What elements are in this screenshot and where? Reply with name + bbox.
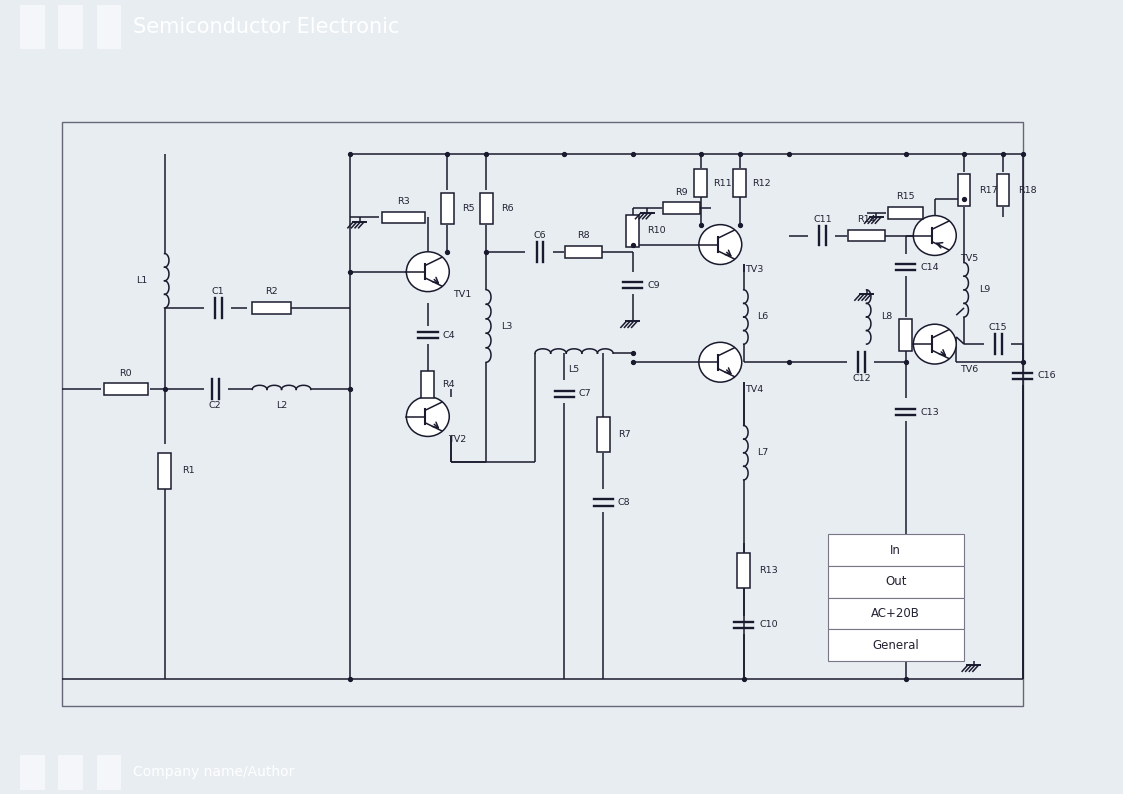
Text: L1: L1: [136, 276, 147, 285]
Text: L7: L7: [757, 449, 768, 457]
Text: R7: R7: [618, 430, 630, 439]
Text: L6: L6: [757, 313, 768, 322]
Text: R11: R11: [713, 179, 732, 187]
Text: R18: R18: [1017, 186, 1037, 195]
Bar: [733, 168, 746, 198]
Text: Semiconductor Electronic: Semiconductor Electronic: [133, 17, 399, 37]
Text: L3: L3: [501, 322, 512, 330]
Text: R1: R1: [182, 466, 194, 476]
Text: C4: C4: [442, 330, 455, 340]
Bar: [20, 754, 45, 789]
Text: R0: R0: [119, 368, 131, 378]
Circle shape: [407, 397, 449, 437]
Bar: [738, 553, 750, 588]
Text: L5: L5: [568, 365, 579, 374]
Text: R6: R6: [501, 204, 513, 213]
Text: C6: C6: [533, 231, 546, 240]
Bar: [848, 229, 885, 241]
Text: AC+20B: AC+20B: [871, 607, 920, 620]
Text: C2: C2: [209, 401, 221, 410]
Text: R16: R16: [920, 330, 939, 340]
Text: Company name/Author: Company name/Author: [133, 765, 294, 779]
Text: C11: C11: [813, 214, 832, 224]
Bar: [58, 754, 83, 789]
Text: TV2: TV2: [448, 434, 466, 444]
Bar: [828, 629, 964, 661]
Bar: [663, 202, 700, 214]
Circle shape: [913, 216, 957, 256]
Text: R14: R14: [857, 214, 876, 224]
Text: C8: C8: [618, 498, 630, 507]
Bar: [20, 6, 45, 48]
Text: R3: R3: [398, 197, 410, 206]
Bar: [828, 598, 964, 629]
Bar: [97, 754, 121, 789]
Bar: [565, 246, 602, 258]
Text: R13: R13: [759, 566, 778, 575]
Text: R8: R8: [577, 231, 590, 240]
Bar: [441, 192, 454, 224]
Bar: [828, 534, 964, 566]
Bar: [597, 418, 610, 452]
Text: R10: R10: [647, 226, 666, 236]
Bar: [253, 302, 291, 314]
Bar: [382, 211, 426, 223]
Text: R17: R17: [978, 186, 997, 195]
Bar: [900, 319, 912, 351]
Text: R12: R12: [752, 179, 772, 187]
Bar: [103, 384, 147, 395]
Bar: [627, 215, 639, 247]
Bar: [421, 372, 435, 399]
Text: R15: R15: [896, 192, 915, 201]
Text: C12: C12: [852, 374, 871, 383]
Bar: [158, 453, 171, 489]
Text: C1: C1: [212, 287, 225, 296]
Circle shape: [407, 252, 449, 291]
Text: TV3: TV3: [746, 265, 764, 275]
Bar: [97, 6, 121, 48]
Text: L8: L8: [882, 313, 893, 322]
Bar: [958, 175, 970, 206]
Bar: [62, 122, 1023, 706]
Bar: [828, 566, 964, 598]
Bar: [694, 168, 707, 198]
Text: C13: C13: [920, 407, 939, 417]
Text: TV6: TV6: [960, 365, 978, 374]
Bar: [997, 175, 1010, 206]
Text: R9: R9: [675, 187, 687, 197]
Text: Out: Out: [885, 575, 906, 588]
Circle shape: [699, 225, 742, 264]
Text: C16: C16: [1038, 372, 1056, 380]
Text: R2: R2: [265, 287, 279, 296]
Text: C14: C14: [920, 263, 939, 272]
Text: C9: C9: [647, 281, 660, 290]
Text: C15: C15: [989, 323, 1007, 333]
Text: R4: R4: [442, 380, 455, 389]
Text: L9: L9: [978, 285, 989, 295]
Circle shape: [699, 342, 742, 382]
Text: C10: C10: [759, 620, 778, 629]
Bar: [480, 192, 493, 224]
Text: TV1: TV1: [453, 290, 471, 299]
Text: R5: R5: [462, 204, 475, 213]
Text: General: General: [873, 638, 919, 652]
Bar: [888, 207, 923, 219]
Text: C7: C7: [579, 389, 592, 399]
Text: TV5: TV5: [960, 253, 978, 263]
Bar: [58, 6, 83, 48]
Text: L2: L2: [276, 401, 287, 410]
Text: In: In: [891, 544, 902, 557]
Circle shape: [913, 324, 957, 364]
Text: TV4: TV4: [746, 385, 764, 394]
